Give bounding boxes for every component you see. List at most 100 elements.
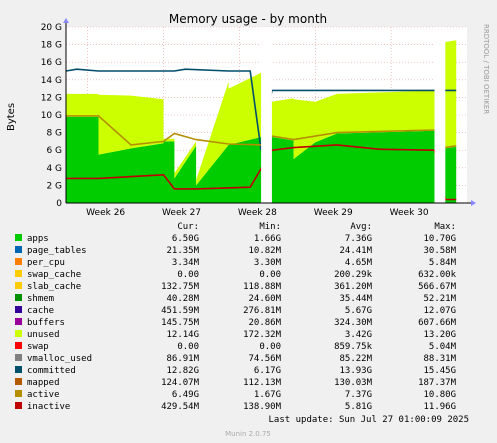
x-tick-label: Week 27 bbox=[162, 208, 201, 218]
line-inactive bbox=[66, 144, 457, 201]
legend-value: 112.13M bbox=[243, 378, 282, 388]
y-axis-label: Bytes bbox=[6, 103, 17, 131]
legend-value: 86.91M bbox=[166, 354, 199, 364]
legend-value: 200.29k bbox=[334, 270, 373, 280]
legend-value: 187.37M bbox=[418, 378, 457, 388]
legend-value: 12.14G bbox=[166, 330, 199, 340]
legend-name: shmem bbox=[27, 294, 54, 304]
legend-value: 5.81G bbox=[345, 402, 372, 412]
legend-name: cache bbox=[27, 306, 54, 316]
legend-value: 5.04M bbox=[429, 342, 457, 352]
y-tick-label: 20 G bbox=[41, 23, 62, 33]
legend-value: 132.75M bbox=[161, 282, 200, 292]
y-tick-label: 18 G bbox=[41, 41, 62, 51]
legend-name: swap bbox=[27, 342, 49, 352]
legend-value: 0.00 bbox=[177, 270, 199, 280]
x-tick-label: Week 26 bbox=[86, 208, 125, 218]
legend-name: buffers bbox=[27, 318, 65, 328]
legend-name: committed bbox=[27, 366, 76, 376]
legend-value: 607.66M bbox=[418, 318, 457, 328]
legend-name: apps bbox=[27, 234, 49, 244]
legend-swatch bbox=[15, 234, 22, 241]
legend-swatch bbox=[15, 318, 22, 325]
legend-value: 6.50G bbox=[172, 234, 199, 244]
legend-value: 566.67M bbox=[418, 282, 457, 292]
legend-name: mapped bbox=[27, 378, 60, 388]
last-update: Last update: Sun Jul 27 01:00:09 2025 bbox=[269, 415, 469, 425]
legend-value: 451.59M bbox=[161, 306, 200, 316]
legend-swatch bbox=[15, 294, 22, 301]
legend-value: 10.82M bbox=[248, 246, 281, 256]
y-tick-label: 4 G bbox=[46, 164, 62, 174]
legend-value: 74.56M bbox=[248, 354, 281, 364]
x-tick-label: Week 28 bbox=[238, 208, 277, 218]
legend-name: active bbox=[27, 390, 60, 400]
legend-value: 30.58M bbox=[423, 246, 456, 256]
legend-swatch bbox=[15, 378, 22, 385]
legend-name: swap_cache bbox=[27, 270, 81, 280]
legend-header: Avg: bbox=[350, 222, 372, 232]
y-tick-label: 0 bbox=[56, 199, 62, 209]
legend-value: 13.93G bbox=[339, 366, 372, 376]
legend-value: 21.35M bbox=[166, 246, 199, 256]
y-tick-label: 6 G bbox=[46, 146, 62, 156]
y-tick-label: 8 G bbox=[46, 129, 62, 139]
legend-value: 7.36G bbox=[345, 234, 372, 244]
legend-value: 1.67G bbox=[254, 390, 281, 400]
legend-swatch bbox=[15, 330, 22, 337]
legend-swatch bbox=[15, 282, 22, 289]
legend-value: 0.00 bbox=[177, 342, 199, 352]
y-tick-label: 14 G bbox=[41, 76, 62, 86]
gap bbox=[434, 27, 446, 203]
rrdtool-credit: RRDTOOL / TOBI OETIKER bbox=[482, 24, 490, 114]
legend-value: 3.34M bbox=[172, 258, 200, 268]
y-tick-label: 12 G bbox=[41, 93, 62, 103]
legend-swatch bbox=[15, 354, 22, 361]
legend-name: page_tables bbox=[27, 246, 87, 256]
legend-value: 276.81M bbox=[243, 306, 282, 316]
legend-swatch bbox=[15, 306, 22, 313]
legend-value: 24.41M bbox=[339, 246, 372, 256]
line-active bbox=[66, 115, 457, 149]
legend-header: Max: bbox=[434, 222, 456, 232]
legend-value: 10.70G bbox=[423, 234, 456, 244]
y-axis-arrow bbox=[63, 18, 69, 23]
chart-title: Memory usage - by month bbox=[169, 12, 327, 26]
legend-value: 138.90M bbox=[243, 402, 282, 412]
y-tick-label: 10 G bbox=[41, 111, 62, 121]
legend-value: 88.31M bbox=[423, 354, 456, 364]
missing-data-gaps bbox=[261, 27, 446, 203]
legend-value: 145.75M bbox=[161, 318, 200, 328]
munin-version: Munin 2.0.75 bbox=[225, 430, 271, 438]
legend-value: 6.17G bbox=[254, 366, 281, 376]
legend-value: 5.84M bbox=[429, 258, 457, 268]
legend-value: 130.03M bbox=[334, 378, 373, 388]
legend-value: 3.30M bbox=[254, 258, 282, 268]
legend-value: 632.00k bbox=[418, 270, 457, 280]
legend-value: 35.44M bbox=[339, 294, 372, 304]
legend-name: unused bbox=[27, 330, 60, 340]
legend-swatch bbox=[15, 258, 22, 265]
legend-header: Min: bbox=[259, 222, 281, 232]
legend-value: 85.22M bbox=[339, 354, 372, 364]
legend-value: 52.21M bbox=[423, 294, 456, 304]
legend-name: per_cpu bbox=[27, 258, 65, 268]
legend-swatch bbox=[15, 246, 22, 253]
gap bbox=[261, 27, 272, 203]
legend-name: vmalloc_used bbox=[27, 354, 92, 364]
legend-value: 20.86M bbox=[248, 318, 281, 328]
legend-value: 12.82G bbox=[166, 366, 199, 376]
legend-value: 0.00 bbox=[259, 270, 281, 280]
legend-value: 40.28M bbox=[166, 294, 199, 304]
legend-value: 172.32M bbox=[243, 330, 282, 340]
legend-swatch bbox=[15, 342, 22, 349]
legend-value: 1.66G bbox=[254, 234, 281, 244]
legend-value: 324.30M bbox=[334, 318, 373, 328]
legend-value: 13.20G bbox=[423, 330, 456, 340]
legend-name: slab_cache bbox=[27, 282, 81, 292]
legend: Cur: Min: Avg: Max: apps 6.50G 1.66G 7.36G 10.70… bbox=[15, 222, 457, 412]
legend-swatch bbox=[15, 402, 22, 409]
legend-swatch bbox=[15, 366, 22, 373]
legend-name: inactive bbox=[27, 402, 70, 412]
